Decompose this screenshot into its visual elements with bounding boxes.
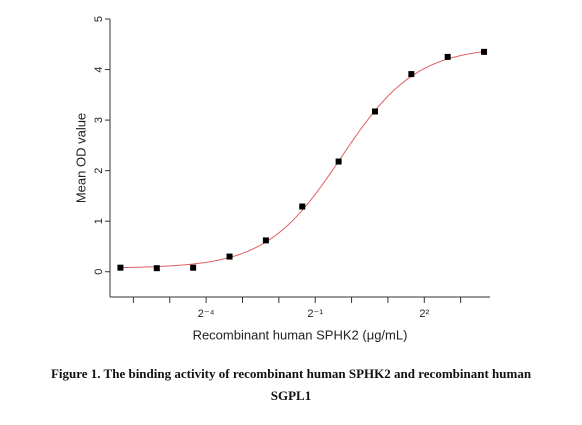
data-point xyxy=(408,71,415,78)
y-axis-label: Mean OD value xyxy=(73,113,88,203)
data-point xyxy=(262,237,269,244)
y-tick-label: 4 xyxy=(93,66,105,72)
data-point xyxy=(371,108,378,115)
data-point xyxy=(226,253,233,260)
x-axis-label: Recombinant human SPHK2 (μg/mL) xyxy=(193,327,408,342)
data-point xyxy=(335,158,342,165)
data-point xyxy=(153,265,160,272)
fit-curve xyxy=(120,51,485,269)
y-tick-label: 1 xyxy=(93,218,105,224)
x-tick-label: 2⁻¹ xyxy=(307,308,323,320)
data-point xyxy=(481,48,488,55)
x-tick-label: 2² xyxy=(419,308,429,320)
y-tick-label: 2 xyxy=(93,168,105,174)
y-tick-label: 5 xyxy=(93,16,105,22)
y-tick-label: 0 xyxy=(93,269,105,275)
data-point xyxy=(190,264,197,271)
x-tick-label: 2⁻⁴ xyxy=(198,308,215,320)
y-tick-label: 3 xyxy=(93,117,105,123)
data-point xyxy=(299,203,306,210)
data-point xyxy=(117,264,124,271)
chart: Recombinant human SPHK2 (μg/mL) Mean OD … xyxy=(73,16,490,342)
data-point xyxy=(444,53,451,60)
caption: Figure 1. The binding activity of recomb… xyxy=(50,366,532,403)
